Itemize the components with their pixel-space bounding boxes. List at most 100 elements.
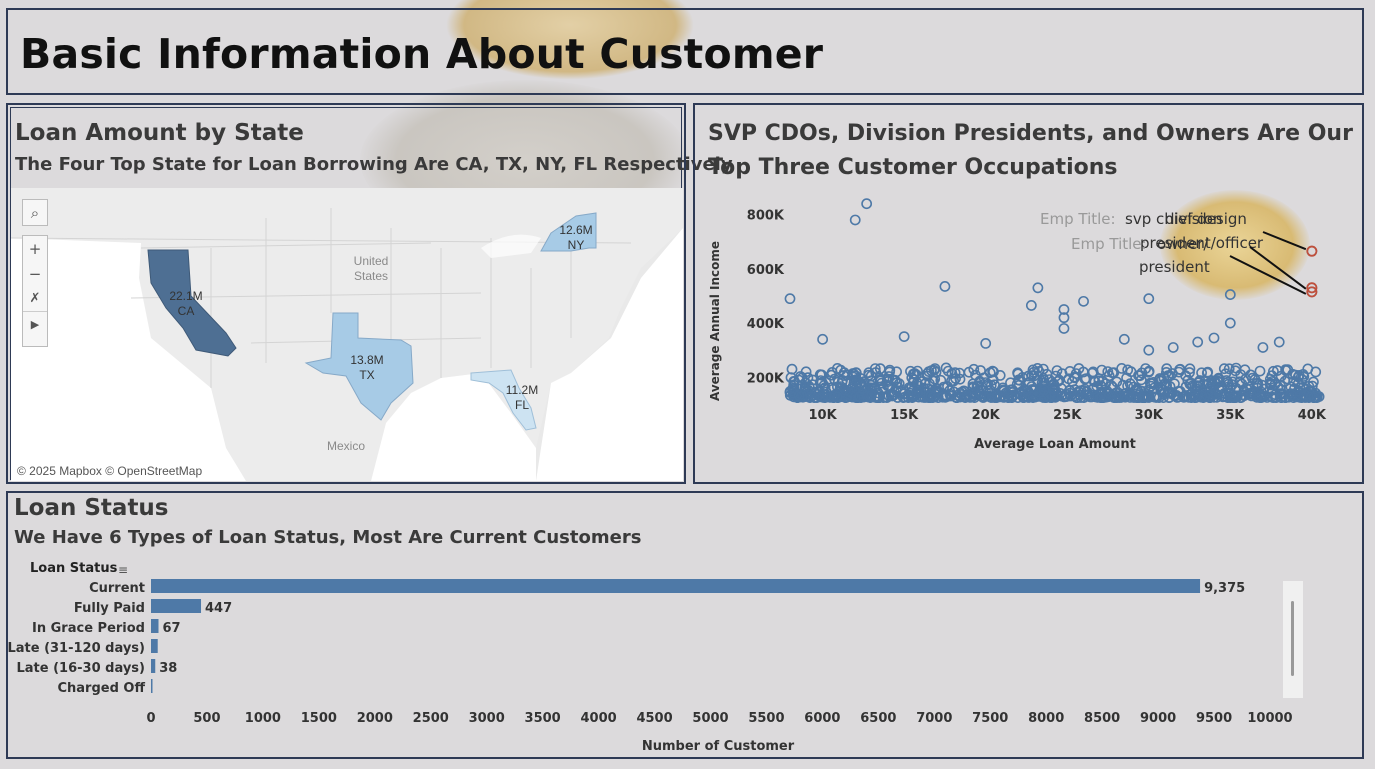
scatter-point [1237,389,1249,401]
scatter-point [1223,378,1234,390]
scatter-point [1161,363,1173,375]
scatter-point [1001,388,1013,400]
state-fl-code: FL [515,398,529,412]
scatter-point [1224,289,1236,300]
scatter-point [870,392,882,403]
us-map[interactable]: 22.1M CA 13.8M TX 12.6M NY 11.2M FL Unit… [11,188,683,481]
x-tick-label: 2000 [357,711,393,726]
pin-reset-icon[interactable]: ✗ [29,291,41,306]
scatter-point [1174,364,1185,375]
bar [151,579,1201,593]
scatter-point [923,366,935,377]
scatter-point [907,368,919,380]
scatter-point [1058,312,1070,324]
scatter-point [1128,381,1140,393]
annotation-label: division [1165,210,1222,228]
scatter-point [1074,386,1086,398]
x-tick-label: 30K [1135,408,1164,423]
map-attribution[interactable]: © 2025 Mapbox © OpenStreetMap [17,464,203,478]
scatter-point [1209,376,1220,388]
scatter-point [814,369,826,381]
scatter-point [1287,368,1298,380]
scatter-point [817,333,829,345]
scatter-point [1107,381,1119,393]
scatter-point [1245,388,1257,400]
zoom-in-icon[interactable]: + [28,239,42,258]
scatter-point [1273,336,1285,348]
scatter-point [1118,333,1130,345]
scatter-title-line1: SVP CDOs, Division Presidents, and Owner… [708,121,1353,146]
scatter-point [1276,392,1287,403]
scatter-point [1163,370,1175,381]
search-icon[interactable]: ⌕ [30,203,40,222]
scatter-chart[interactable]: 200K 400K 600K 800K 10K 15K 20K 25K 30K 35K 40K Ave… [695,191,1362,461]
scatter-point [911,386,923,398]
scatter-point [968,363,980,375]
state-fl-value: 11.2M [506,383,538,397]
x-tick-label: 500 [193,711,220,726]
highlighted-point [1306,282,1318,294]
x-tick-label: 40K [1298,408,1327,423]
x-tick-label: 10K [809,408,838,423]
state-ca-value: 22.1M [169,289,202,303]
loan-status-bar-chart[interactable]: Loan Status ≡ Current 9,375 Fully Paid 447 In … [8,559,1358,754]
scatter-point [784,293,796,305]
scatter-point [1058,304,1070,315]
sort-icon: ≡ [118,563,128,577]
scatter-point [787,387,799,399]
x-tick-label: 0 [146,711,155,726]
x-tick-label: 20K [972,408,1001,423]
category-label: Late (31-120 days) [8,641,145,656]
x-tick-label: 9000 [1140,711,1176,726]
scatter-point [1078,295,1089,307]
x-tick-label: 3500 [525,711,561,726]
scatter-point [967,382,979,394]
scatter-point [988,366,999,378]
scatter-point [1096,392,1107,403]
scatter-point [954,373,966,385]
scatter-point [1102,366,1114,377]
scatter-point [974,375,986,387]
x-axis-title: Average Loan Amount [974,437,1136,452]
scatter-point [788,375,800,387]
scatter-point [1117,379,1129,391]
scatter-point [985,379,997,391]
scatter-point [893,378,905,390]
scatter-point [1298,371,1310,382]
scrollbar-thumb[interactable] [1291,601,1294,676]
state-ny [540,212,597,252]
scatter-point [958,391,970,402]
scatter-point [1049,391,1060,402]
x-tick-label: 1000 [245,711,281,726]
zoom-out-icon[interactable]: − [28,264,42,283]
annotation-line [1262,231,1307,251]
scatter-point [1158,388,1170,400]
scatter-point [1065,390,1076,402]
annotation-line [1249,246,1307,290]
scatter-point [881,374,893,386]
scatter-point [942,365,954,377]
scatter-point [975,388,987,400]
scatter-point [1185,377,1197,389]
scatter-title-line2: Top Three Customer Occupations [708,155,1118,180]
play-icon[interactable]: ▶ [23,311,47,337]
scatter-point [929,363,941,374]
state-tx [304,312,414,421]
x-tick-label: 25K [1053,408,1082,423]
scatter-point [840,384,851,396]
scatter-point [939,281,951,292]
scatter-point [847,368,859,379]
scatter-point [925,390,937,402]
scatter-point [1196,367,1207,379]
scrollbar[interactable] [1283,581,1303,698]
scatter-point [1292,371,1304,383]
scatter-point [1160,366,1172,378]
map-search-tool[interactable]: ⌕ [22,199,48,226]
category-label: Current [89,581,145,596]
page-title: Basic Information About Customer [20,30,824,78]
pacific-area [11,238,246,481]
scatter-point [892,392,904,403]
scatter-point [1122,380,1133,392]
scatter-point [988,390,1000,402]
scatter-points [784,198,1325,403]
